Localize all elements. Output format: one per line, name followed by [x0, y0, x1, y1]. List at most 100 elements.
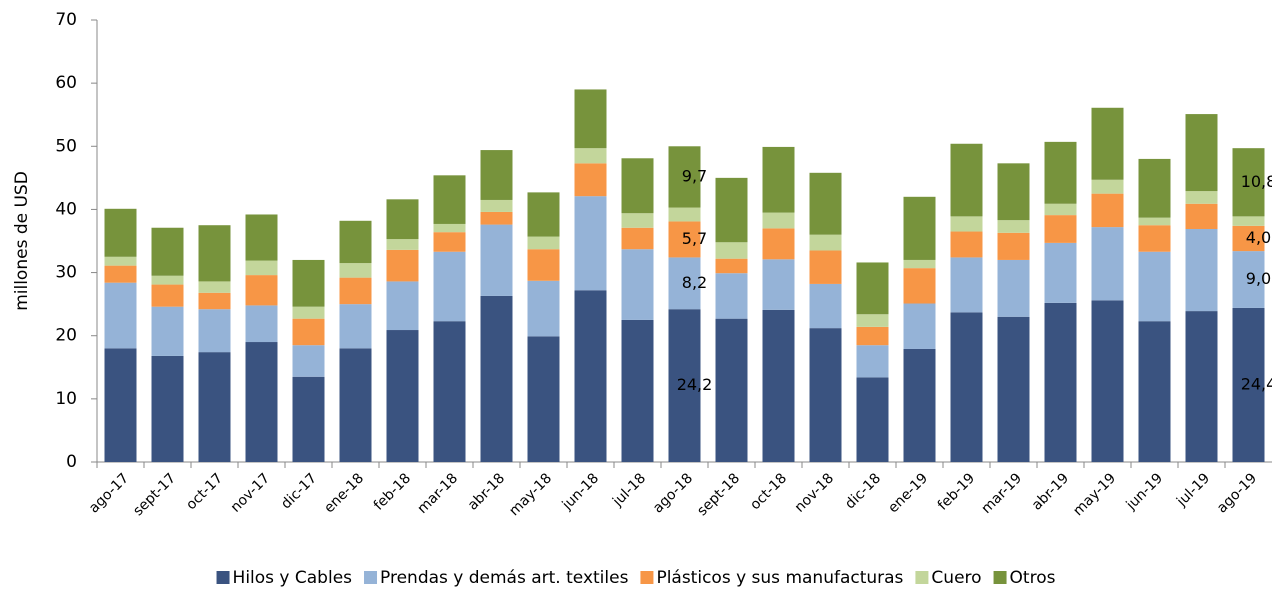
x-tick-label: dic-17: [278, 470, 320, 512]
legend-swatch: [640, 571, 654, 584]
bar-segment: [762, 309, 795, 462]
y-tick-label: 40: [55, 199, 77, 219]
bar-segment: [1185, 229, 1218, 312]
bar-segment: [621, 213, 654, 228]
legend-swatch: [216, 571, 230, 584]
bar-segment: [809, 172, 842, 235]
bar-segment: [292, 318, 325, 346]
bar-segment: [527, 192, 560, 237]
bar-segment: [856, 377, 889, 462]
bar-segment: [151, 227, 184, 276]
bar-segment: [574, 290, 607, 462]
x-tick-label: jul-18: [609, 470, 649, 510]
y-tick-label: 20: [55, 326, 77, 346]
bar-segment: [762, 212, 795, 229]
data-label: 9,7: [682, 166, 707, 185]
legend-swatch: [915, 571, 929, 584]
y-tick-label: 50: [55, 136, 77, 156]
bar-segment: [1044, 203, 1077, 216]
bar-segment: [245, 275, 278, 306]
legend: Hilos y Cables Prendas y demás art. texti…: [216, 568, 1056, 588]
bar-segment: [1185, 191, 1218, 204]
legend-label: Hilos y Cables: [233, 568, 353, 588]
bar-segment: [1091, 107, 1124, 180]
x-tick-label: abr-18: [465, 470, 508, 513]
x-tick-label: nov-17: [228, 470, 273, 515]
bar-segment: [386, 249, 419, 282]
bar-segment: [1091, 300, 1124, 462]
bar-segment: [386, 199, 419, 240]
x-tick-label: oct-18: [747, 470, 790, 513]
bar-segment: [1185, 311, 1218, 462]
bar-segment: [292, 259, 325, 307]
bar-segment: [856, 262, 889, 315]
bar-segment: [1232, 225, 1265, 252]
bar-segment: [1091, 179, 1124, 194]
bar-segment: [339, 263, 372, 278]
bar-segment: [1232, 216, 1265, 226]
bar-segment: [668, 309, 701, 462]
bar-segment: [997, 163, 1030, 221]
bar-segment: [1232, 307, 1265, 462]
bar-segment: [668, 207, 701, 222]
legend-label: Otros: [1010, 568, 1056, 588]
bar-segment: [809, 328, 842, 462]
bar-segment: [1044, 302, 1077, 462]
bar-segment: [715, 318, 748, 462]
legend-swatch: [993, 571, 1007, 584]
bar-segment: [1138, 158, 1171, 218]
bar-segment: [950, 312, 983, 462]
bar-segment: [1091, 193, 1124, 228]
y-axis-title: millones de USD: [12, 171, 32, 311]
bar-segment: [151, 306, 184, 356]
legend-label: Cuero: [931, 568, 981, 588]
x-tick-label: ene-19: [885, 470, 931, 516]
bar-segment: [997, 220, 1030, 233]
bar-segment: [480, 211, 513, 225]
bar-segment: [621, 158, 654, 214]
bar-segment: [809, 283, 842, 329]
legend-label: Plásticos y sus manufacturas: [656, 568, 903, 588]
bar-segment: [527, 249, 560, 281]
bar-segment: [339, 348, 372, 462]
bar-segment: [1185, 203, 1218, 230]
x-tick-label: may-19: [1070, 470, 1119, 519]
y-tick-label: 10: [55, 389, 77, 409]
bar-segment: [621, 227, 654, 250]
bar-segment: [527, 280, 560, 337]
bar-segment: [809, 234, 842, 251]
bar-segment: [245, 305, 278, 343]
y-tick-label: 60: [55, 73, 77, 93]
bar-segment: [997, 232, 1030, 260]
x-tick-label: ago-18: [650, 470, 696, 516]
bar-segment: [104, 265, 137, 283]
bar-segment: [480, 199, 513, 212]
bar-segment: [104, 282, 137, 349]
bar-segment: [151, 355, 184, 462]
bar-segment: [856, 326, 889, 346]
bar-segment: [292, 376, 325, 462]
bar-segment: [292, 306, 325, 319]
bar-segment: [433, 251, 466, 322]
bar-segment: [433, 232, 466, 252]
data-label: 9,0: [1246, 269, 1271, 288]
x-tick-label: mar-18: [415, 470, 462, 517]
bar-segment: [1044, 215, 1077, 243]
bar-segment: [668, 257, 701, 310]
bar-segment: [668, 221, 701, 258]
bar-segment: [715, 273, 748, 319]
bar-segment: [151, 275, 184, 285]
bar-segment: [950, 216, 983, 232]
x-tick-label: jun-19: [1123, 470, 1166, 513]
bar-segment: [527, 236, 560, 250]
bar-segment: [1138, 321, 1171, 462]
bar-segment: [198, 292, 231, 310]
bar-segment: [950, 143, 983, 217]
bar-segment: [1044, 242, 1077, 303]
bar-segment: [1232, 148, 1265, 217]
bar-segment: [527, 336, 560, 462]
bar-segment: [621, 319, 654, 462]
bar-segment: [950, 257, 983, 313]
bar-segment: [480, 295, 513, 462]
legend-swatch: [364, 571, 378, 584]
